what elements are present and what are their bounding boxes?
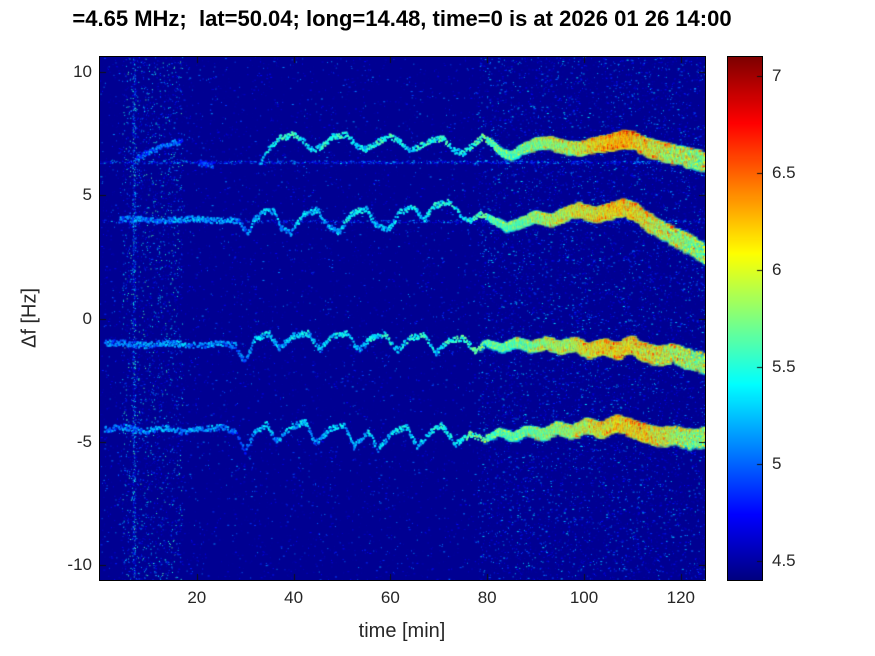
- x-tick-label: 60: [380, 588, 400, 607]
- y-tick-label: -5: [76, 431, 92, 451]
- colorbar-tick-label: 7: [772, 66, 782, 86]
- colorbar-tick-label: 5.5: [772, 356, 796, 376]
- x-tick-label: 20: [187, 588, 207, 607]
- y-tick-label: 0: [82, 308, 92, 328]
- colorbar: [727, 56, 763, 581]
- figure-title: =4.65 MHz; lat=50.04; long=14.48, time=0…: [72, 6, 732, 31]
- y-axis-label: Δf [Hz]: [18, 287, 41, 349]
- x-tick-label: 120: [666, 588, 695, 607]
- colorbar-tick-label: 4.5: [772, 550, 796, 570]
- x-tick-label: 40: [284, 588, 304, 607]
- x-axis-label: time [min]: [358, 620, 446, 642]
- colorbar-tick-label: 6.5: [772, 163, 796, 183]
- x-tick-label: 100: [569, 588, 599, 607]
- y-tick-label: 5: [82, 185, 92, 205]
- colorbar-tick-label: 5: [772, 453, 782, 473]
- y-tick-label: -10: [67, 555, 92, 575]
- spectrogram-canvas: [99, 56, 706, 581]
- x-tick-label: 80: [477, 588, 497, 607]
- colorbar-tick-label: 6: [772, 260, 782, 280]
- y-tick-label: 10: [73, 61, 92, 81]
